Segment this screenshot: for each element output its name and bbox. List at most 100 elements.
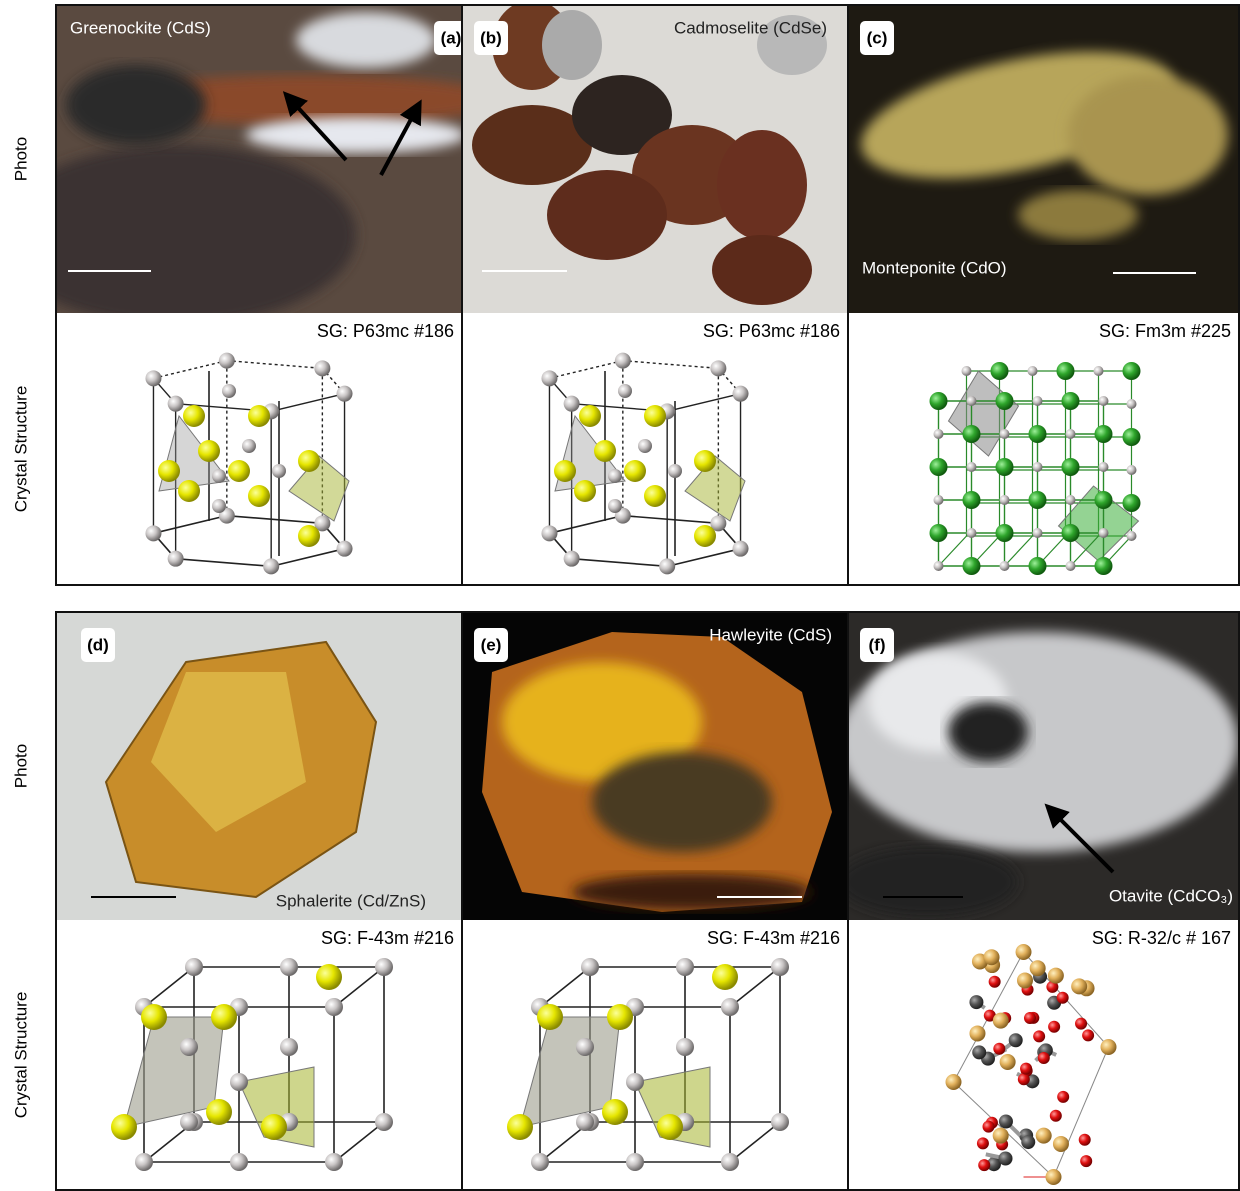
atom <box>999 429 1010 439</box>
atom <box>999 561 1010 571</box>
atom <box>298 525 320 547</box>
atom <box>712 964 738 990</box>
crystal-structure <box>945 944 1117 1185</box>
structure-bg <box>462 920 848 1190</box>
crystal-structure <box>145 352 353 575</box>
atom <box>676 958 694 976</box>
atom <box>1061 524 1080 542</box>
bond <box>143 966 195 1008</box>
bond <box>666 547 741 568</box>
atom <box>969 1025 986 1042</box>
crystal-structure <box>507 958 789 1171</box>
bond <box>571 557 668 568</box>
atom <box>314 515 331 532</box>
panel-border <box>847 611 1240 1191</box>
atom <box>962 491 981 509</box>
atom <box>1049 1109 1062 1122</box>
photo <box>462 612 848 920</box>
atom <box>1122 494 1141 512</box>
mineral <box>1068 75 1228 195</box>
atom <box>531 1153 549 1171</box>
atom <box>1093 366 1104 376</box>
atom <box>1094 425 1113 443</box>
bond <box>622 514 719 525</box>
polyhedron <box>288 455 350 522</box>
atom <box>1126 465 1137 475</box>
space-group: SG: F-43m #216 <box>321 928 454 948</box>
photo <box>848 612 1239 920</box>
panel-label: (e) <box>481 635 502 654</box>
atom <box>1047 967 1064 984</box>
bond <box>539 966 591 1008</box>
panel-label: (a) <box>441 28 462 47</box>
atom <box>298 450 320 472</box>
atom <box>993 1042 1006 1055</box>
atom <box>212 499 226 513</box>
panel-border <box>847 4 1240 586</box>
atom <box>594 440 616 462</box>
atom <box>694 525 716 547</box>
atom <box>607 1004 633 1030</box>
mineral-name: Hawleyite (CdS) <box>709 625 832 644</box>
atom <box>992 1127 1009 1144</box>
dark <box>592 752 772 852</box>
bond <box>729 1121 781 1163</box>
atom <box>336 540 353 557</box>
atom <box>1028 557 1047 575</box>
row-label-structure: Crystal Structure <box>11 992 30 1119</box>
atom <box>1098 396 1109 406</box>
atom <box>992 1012 1009 1029</box>
atom <box>1061 392 1080 410</box>
atom <box>1015 944 1032 960</box>
atom <box>537 1004 563 1030</box>
atom <box>263 558 280 575</box>
atom <box>990 362 1009 380</box>
atom <box>1020 1062 1033 1075</box>
atom <box>314 360 331 377</box>
atom <box>1065 495 1076 505</box>
atom <box>638 439 652 453</box>
atom <box>272 464 286 478</box>
atom <box>212 469 226 483</box>
atom <box>1028 491 1047 509</box>
atom <box>1098 528 1109 538</box>
atom <box>1071 978 1088 995</box>
atom <box>626 1153 644 1171</box>
atom <box>929 524 948 542</box>
atom <box>242 439 256 453</box>
atom <box>982 1120 995 1133</box>
atom <box>929 392 948 410</box>
panel-label: (c) <box>867 28 888 47</box>
bond <box>270 547 345 568</box>
atom <box>1122 428 1141 446</box>
atom <box>721 998 739 1016</box>
atom <box>1032 528 1043 538</box>
atom <box>1045 1169 1062 1185</box>
atom <box>1035 1127 1052 1144</box>
atom <box>614 352 631 369</box>
rock <box>56 145 356 313</box>
polyhedron <box>684 455 746 522</box>
bond <box>282 91 348 162</box>
atom <box>694 450 716 472</box>
bond <box>549 514 624 535</box>
atom <box>581 958 599 976</box>
bond <box>667 393 741 413</box>
mineral-name: Otavite (CdCO₃) <box>1109 886 1233 905</box>
atom <box>141 1004 167 1030</box>
atom <box>574 480 596 502</box>
crystal <box>542 10 602 80</box>
atom <box>710 515 727 532</box>
bond <box>1004 535 1033 567</box>
atom <box>198 440 220 462</box>
atom <box>986 1157 1001 1172</box>
row-label-photo: Photo <box>11 137 30 181</box>
atom <box>576 1113 594 1131</box>
atom <box>929 458 948 476</box>
atom <box>988 975 1001 988</box>
atom <box>732 540 749 557</box>
atom <box>230 1073 248 1091</box>
atom <box>602 1099 628 1125</box>
bond <box>226 514 323 525</box>
atom <box>608 499 622 513</box>
